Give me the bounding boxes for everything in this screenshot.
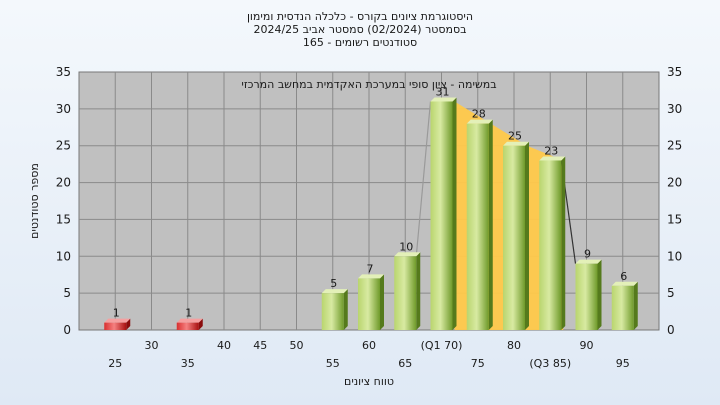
bar-value-label-65: 10 [399, 240, 413, 253]
bar-side-75 [488, 119, 493, 330]
x-tick-label: 65 [398, 357, 412, 370]
bar-90 [575, 263, 598, 330]
y-tick-label-right: 20 [667, 176, 682, 190]
bar-side-90 [597, 259, 602, 330]
y-tick-label-left: 0 [63, 323, 71, 337]
x-tick-label: 55 [326, 357, 340, 370]
chart-title-line-2: בסמסטר (02/2024) סמסטר אביב 2024/25 [253, 23, 467, 36]
x-tick-label: 30 [145, 339, 159, 352]
bar-75 [466, 123, 489, 330]
y-tick-label-right: 25 [667, 139, 682, 153]
bar-value-label-75: 28 [472, 108, 486, 121]
x-tick-label: 40 [217, 339, 231, 352]
y-tick-label-left: 35 [56, 65, 71, 79]
x-tick-label: 45 [253, 339, 267, 352]
x-tick-label: (Q1 70) [421, 339, 463, 352]
y-tick-label-left: 10 [56, 249, 71, 263]
bar-value-label-55: 5 [330, 277, 337, 290]
bar-value-label-70: 31 [436, 85, 450, 98]
y-tick-label-right: 5 [667, 286, 675, 300]
bar-value-label-80: 25 [508, 130, 522, 143]
bar-25 [104, 322, 127, 330]
trend-line-left [415, 101, 432, 257]
y-tick-label-left: 5 [63, 286, 71, 300]
x-tick-label: 90 [580, 339, 594, 352]
chart-title-block: היסטוגרמת ציונים בקורס - כלכלה הנדסית ומ… [0, 10, 720, 49]
y-tick-label-right: 35 [667, 65, 682, 79]
bar-top-80 [503, 141, 529, 146]
bar-top-35 [176, 318, 203, 323]
y-tick-label-left: 25 [56, 139, 71, 153]
y-tick-label-left: 30 [56, 102, 71, 116]
bar-side-60 [380, 274, 384, 330]
bar-value-label-90: 9 [584, 248, 591, 261]
y-tick-label-right: 0 [667, 323, 675, 337]
bar-value-label-35: 1 [185, 307, 192, 320]
y-tick-label-right: 10 [667, 249, 682, 263]
x-tick-label: 75 [471, 357, 485, 370]
chart-title-line-3: סטודנטים רשומים - 165 [302, 36, 418, 49]
bar-side-95 [633, 281, 638, 330]
bar-70 [430, 101, 453, 330]
bar-top-65 [394, 252, 421, 257]
x-tick-label: 35 [181, 357, 195, 370]
bar-top-85 [539, 156, 566, 161]
x-axis-title: טווח ציונים [344, 375, 394, 388]
x-tick-label: 80 [507, 339, 521, 352]
x-tick-label: 95 [616, 357, 630, 370]
bar-95 [611, 285, 634, 330]
bar-top-75 [466, 119, 493, 124]
bar-side-25 [126, 318, 131, 330]
x-tick-label: 25 [108, 357, 122, 370]
bar-55 [321, 293, 344, 330]
bar-80 [503, 145, 525, 330]
bar-value-label-25: 1 [113, 307, 120, 320]
chart-title-line-1: היסטוגרמת ציונים בקורס - כלכלה הנדסית ומ… [246, 10, 474, 23]
bar-top-90 [575, 259, 602, 264]
y-tick-label-left: 20 [56, 176, 71, 190]
x-tick-label: 50 [290, 339, 304, 352]
bar-side-35 [198, 318, 203, 330]
bar-top-55 [321, 289, 348, 294]
y-tick-label-left: 15 [56, 212, 71, 226]
bar-top-25 [104, 318, 131, 323]
bar-top-95 [611, 281, 638, 286]
bar-top-60 [358, 274, 384, 279]
chart-subtitle: במשימה - ציון סופי במערכת האקדמית במחשב … [241, 78, 496, 91]
x-tick-label: 60 [362, 339, 376, 352]
bar-35 [176, 322, 199, 330]
bar-85 [539, 160, 562, 330]
bar-65 [394, 256, 417, 330]
bar-side-65 [416, 252, 421, 330]
bar-value-label-95: 6 [620, 270, 627, 283]
bar-60 [358, 278, 380, 330]
bar-top-70 [430, 97, 457, 102]
bar-side-85 [561, 156, 566, 330]
y-tick-label-right: 30 [667, 102, 682, 116]
bar-side-55 [343, 289, 348, 330]
bar-side-70 [452, 97, 457, 330]
y-tick-label-right: 15 [667, 212, 682, 226]
y-axis-title: מספר סטודנטים [28, 163, 41, 239]
bar-side-80 [525, 141, 529, 330]
bar-value-label-60: 7 [367, 262, 374, 275]
x-tick-label: (Q3 85) [529, 357, 571, 370]
bar-value-label-85: 23 [544, 144, 558, 157]
